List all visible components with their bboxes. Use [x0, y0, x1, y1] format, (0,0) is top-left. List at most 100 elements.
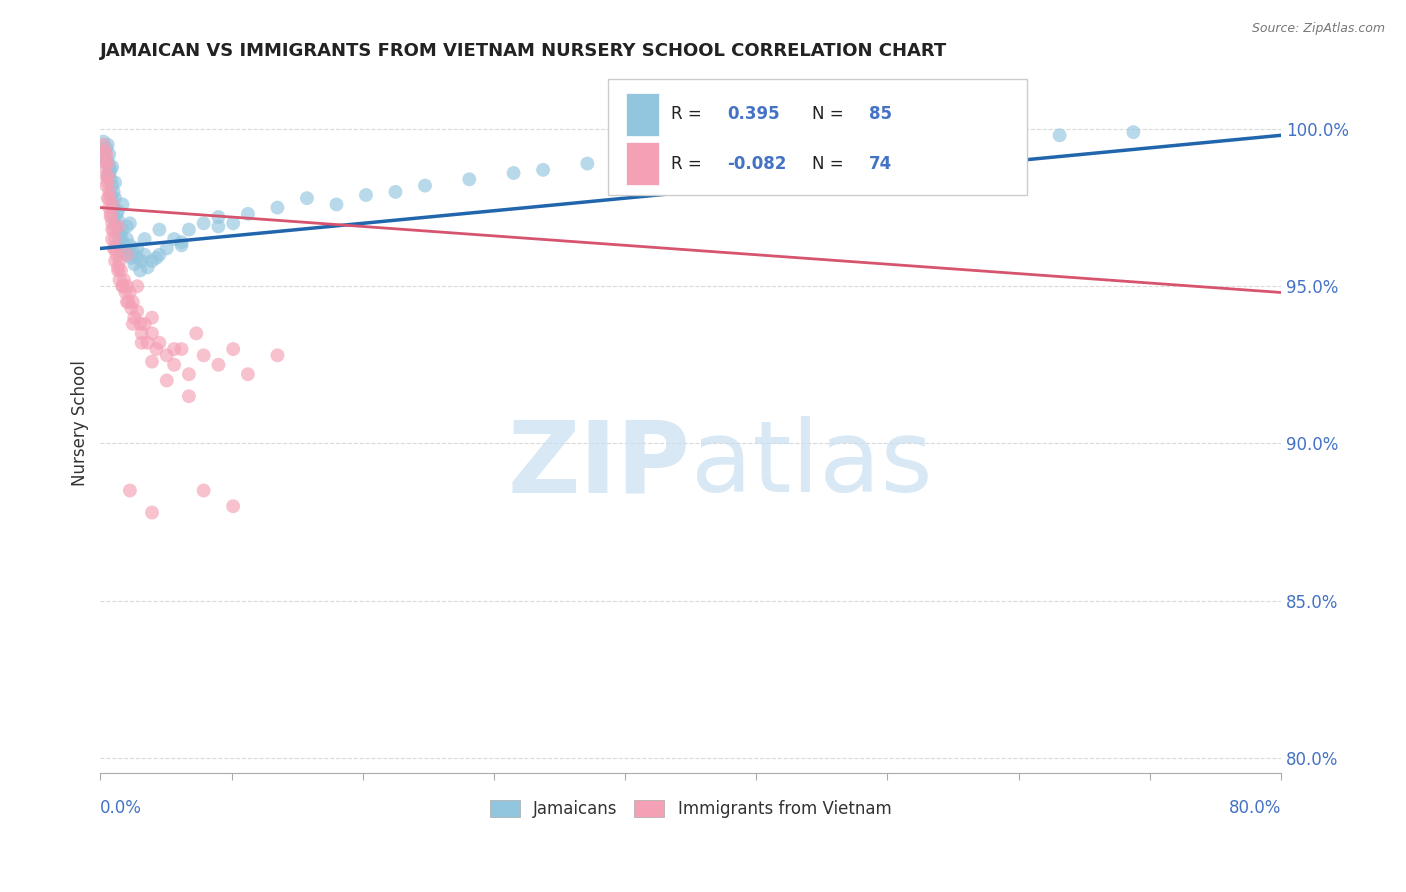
- Text: 0.395: 0.395: [727, 105, 780, 123]
- Point: [100, 210, 122, 224]
- Point: [222, 342, 245, 356]
- Point: [222, 500, 245, 514]
- Point: [96, 147, 118, 161]
- Point: [134, 248, 156, 262]
- Point: [207, 358, 229, 372]
- Point: [103, 242, 125, 256]
- Point: [131, 326, 153, 341]
- Point: [148, 222, 170, 236]
- Point: [413, 178, 436, 193]
- Point: [170, 342, 193, 356]
- Point: [145, 342, 167, 356]
- Point: [131, 254, 153, 268]
- Point: [679, 150, 702, 164]
- FancyBboxPatch shape: [626, 142, 659, 186]
- Point: [177, 222, 200, 236]
- Point: [207, 210, 229, 224]
- Point: [207, 219, 229, 234]
- Point: [98, 147, 121, 161]
- Point: [384, 185, 406, 199]
- Point: [94, 144, 117, 158]
- Point: [177, 389, 200, 403]
- Point: [118, 216, 141, 230]
- Point: [354, 188, 377, 202]
- Point: [141, 326, 163, 341]
- Point: [101, 178, 124, 193]
- Point: [131, 335, 153, 350]
- Point: [115, 248, 138, 262]
- Point: [1049, 128, 1071, 143]
- Text: 74: 74: [869, 154, 893, 172]
- Point: [120, 251, 142, 265]
- Point: [118, 238, 141, 252]
- Point: [141, 354, 163, 368]
- Text: R =: R =: [671, 154, 702, 172]
- Point: [186, 326, 208, 341]
- Point: [104, 232, 127, 246]
- Point: [827, 137, 849, 152]
- Point: [96, 178, 118, 193]
- Point: [94, 144, 117, 158]
- Point: [100, 207, 122, 221]
- Point: [105, 219, 128, 234]
- Point: [145, 251, 167, 265]
- Point: [101, 232, 124, 246]
- Point: [97, 153, 120, 168]
- Point: [156, 374, 179, 388]
- Point: [94, 160, 117, 174]
- Point: [98, 201, 121, 215]
- Point: [127, 251, 149, 265]
- Point: [111, 279, 134, 293]
- Point: [576, 156, 599, 170]
- Point: [148, 248, 170, 262]
- Y-axis label: Nursery School: Nursery School: [72, 360, 89, 486]
- Point: [141, 254, 163, 268]
- Point: [104, 254, 127, 268]
- Point: [96, 156, 118, 170]
- Point: [98, 166, 121, 180]
- Text: 80.0%: 80.0%: [1229, 798, 1281, 816]
- Point: [97, 169, 120, 183]
- Point: [110, 263, 132, 277]
- Point: [110, 244, 132, 259]
- Point: [193, 216, 215, 230]
- Point: [134, 232, 156, 246]
- Point: [177, 368, 200, 382]
- FancyBboxPatch shape: [607, 79, 1028, 195]
- Point: [101, 197, 124, 211]
- FancyBboxPatch shape: [626, 93, 659, 136]
- Point: [141, 310, 163, 325]
- Point: [127, 242, 149, 256]
- Point: [236, 368, 259, 382]
- Point: [107, 263, 129, 277]
- Point: [129, 317, 152, 331]
- Point: [107, 226, 129, 240]
- Point: [114, 248, 136, 262]
- Point: [115, 219, 138, 234]
- Point: [97, 169, 120, 183]
- Point: [91, 137, 114, 152]
- Point: [107, 213, 129, 227]
- Point: [101, 191, 124, 205]
- Text: 0.0%: 0.0%: [100, 798, 142, 816]
- Point: [136, 335, 159, 350]
- Point: [156, 242, 179, 256]
- Point: [118, 483, 141, 498]
- Point: [193, 483, 215, 498]
- Point: [112, 273, 135, 287]
- Point: [170, 238, 193, 252]
- Point: [94, 150, 117, 164]
- Point: [98, 191, 121, 205]
- Point: [107, 203, 129, 218]
- Point: [94, 153, 117, 168]
- Point: [170, 235, 193, 249]
- Point: [101, 160, 124, 174]
- Point: [96, 169, 118, 183]
- Point: [97, 191, 120, 205]
- Point: [129, 263, 152, 277]
- Point: [98, 185, 121, 199]
- Point: [121, 294, 143, 309]
- Point: [97, 176, 120, 190]
- Point: [974, 131, 997, 145]
- Point: [110, 228, 132, 243]
